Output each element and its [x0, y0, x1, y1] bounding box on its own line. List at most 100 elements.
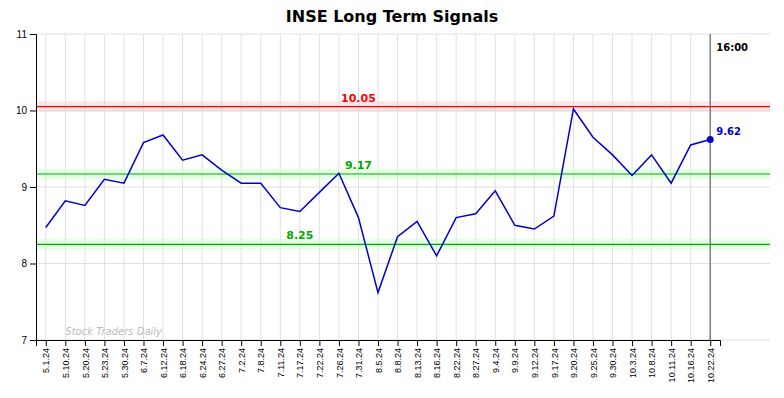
y-tick-mark [30, 340, 36, 341]
x-tick-mark [652, 340, 653, 346]
x-tick-label: 8.27.24 [471, 348, 481, 378]
x-tick-label: 6.18.24 [178, 348, 188, 378]
grid-line-x [690, 34, 691, 340]
x-tick-label: 7.17.24 [295, 348, 305, 378]
x-tick: 7.2.24 [237, 340, 247, 373]
x-axis: 5.1.24 5.10.24 5.20.24 5.23.24 5.30.24 6.7.24… [37, 340, 721, 383]
x-tick-label: 5.10.24 [61, 348, 71, 378]
reference-line [36, 173, 770, 174]
grid-line-x [612, 34, 613, 340]
x-tick-mark [319, 340, 320, 346]
x-tick-mark [261, 340, 262, 346]
x-tick: 10.8.24 [647, 340, 657, 378]
grid-line-x [534, 34, 535, 340]
x-tick: 8.5.24 [374, 340, 384, 373]
y-tick: 9 [21, 182, 36, 193]
y-tick-mark [30, 264, 36, 265]
x-tick: 8.13.24 [413, 340, 423, 378]
y-tick-label: 7 [21, 335, 27, 346]
title: INSE Long Term Signals [286, 7, 498, 26]
grid-line-x [84, 34, 85, 340]
x-tick-label: 9.20.24 [569, 348, 579, 378]
x-tick: 9.9.24 [510, 340, 520, 373]
reference-band [36, 239, 770, 250]
x-tick: 10.11.24 [667, 340, 677, 382]
x-tick-label: 9.17.24 [550, 348, 560, 378]
grid-line-x [221, 34, 222, 340]
grid-line-x [553, 34, 554, 340]
x-tick-mark [378, 340, 379, 346]
x-tick: 6.27.24 [217, 340, 227, 378]
x-tick-label: 5.20.24 [81, 348, 91, 378]
grid-line-x [260, 34, 261, 340]
x-tick-label: 6.27.24 [217, 348, 227, 378]
x-tick-mark [417, 340, 418, 346]
y-tick-label: 9 [21, 182, 27, 193]
x-tick-label: 8.22.24 [452, 348, 462, 378]
grid-line-y [36, 263, 770, 264]
grid-line-x [123, 34, 124, 340]
x-tick-label: 9.12.24 [530, 348, 540, 378]
grid-line-x [358, 34, 359, 340]
x-tick: 6.7.24 [139, 340, 149, 373]
y-tick: 11 [17, 29, 36, 40]
grid-line-x [241, 34, 242, 340]
x-tick-mark [300, 340, 301, 346]
x-tick-label: 9.9.24 [510, 348, 520, 373]
x-tick-label: 5.23.24 [100, 348, 110, 378]
y-tick-label: 8 [21, 258, 27, 269]
x-tick: 7.8.24 [256, 340, 266, 373]
grid-line-x [182, 34, 183, 340]
grid-line-x [651, 34, 652, 340]
x-tick-mark [573, 340, 574, 346]
y-axis-line [30, 35, 37, 341]
x-tick-label: 10.16.24 [686, 348, 696, 383]
grid-line-x [338, 34, 339, 340]
x-tick-mark [593, 340, 594, 346]
grid-line-x [280, 34, 281, 340]
x-tick: 6.24.24 [198, 340, 208, 378]
x-tick-label: 6.7.24 [139, 348, 149, 373]
x-tick: 5.10.24 [61, 340, 71, 378]
grid-line-x [104, 34, 105, 340]
x-tick-mark [534, 340, 535, 346]
grid-line-x [299, 34, 300, 340]
x-tick-mark [398, 340, 399, 346]
x-tick-label: 10.3.24 [628, 348, 638, 378]
reference-line [36, 244, 770, 245]
x-tick-label: 9.30.24 [608, 348, 618, 378]
x-tick-mark [143, 340, 144, 346]
grid-line-x [436, 34, 437, 340]
x-tick: 7.26.24 [335, 340, 345, 378]
x-tick: 9.25.24 [589, 340, 599, 378]
price-line [46, 109, 710, 293]
grid-line-x [514, 34, 515, 340]
x-tick-label: 5.1.24 [41, 348, 51, 373]
x-tick-label: 5.30.24 [120, 348, 130, 378]
x-tick: 7.17.24 [295, 340, 305, 378]
grid-line-x [417, 34, 418, 340]
x-tick: 8.16.24 [432, 340, 442, 378]
grid-line-x [592, 34, 593, 340]
grid-line-x [202, 34, 203, 340]
x-tick-mark [632, 340, 633, 346]
grid-line-x [163, 34, 164, 340]
x-tick: 7.31.24 [354, 340, 364, 378]
x-tick-label: 6.24.24 [198, 348, 208, 378]
x-tick: 8.27.24 [471, 340, 481, 378]
x-tick: 5.30.24 [120, 340, 130, 378]
marks [36, 34, 770, 340]
reference-line [36, 106, 770, 107]
grid-line-x [671, 34, 672, 340]
grid-line-x [143, 34, 144, 340]
y-axis: 7891011 [16, 29, 37, 346]
x-tick-mark [339, 340, 340, 346]
x-tick-label: 10.22.24 [706, 348, 716, 383]
grid-line-x [456, 34, 457, 340]
x-tick-mark [163, 340, 164, 346]
y-tick-mark [30, 187, 36, 188]
x-tick-label: 8.5.24 [374, 348, 384, 373]
x-tick-label: 8.16.24 [432, 348, 442, 378]
x-tick: 5.1.24 [41, 340, 51, 373]
x-tick-mark [671, 340, 672, 346]
